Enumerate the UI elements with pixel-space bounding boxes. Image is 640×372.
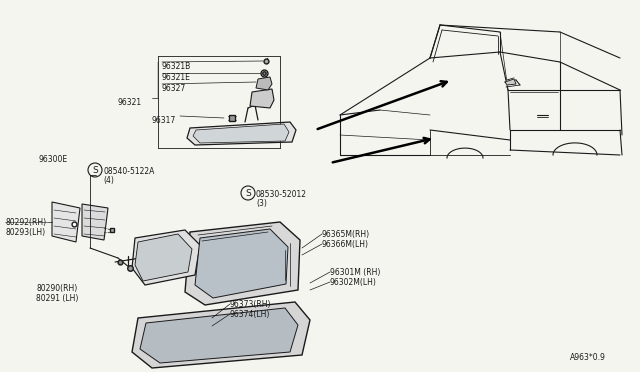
Polygon shape bbox=[193, 124, 289, 143]
Polygon shape bbox=[185, 222, 300, 305]
Polygon shape bbox=[135, 234, 192, 281]
Text: 96374(LH): 96374(LH) bbox=[230, 310, 270, 319]
Text: 96321E: 96321E bbox=[162, 73, 191, 82]
Text: 80292(RH): 80292(RH) bbox=[5, 218, 46, 227]
Polygon shape bbox=[187, 122, 296, 145]
Text: 96366M(LH): 96366M(LH) bbox=[322, 240, 369, 249]
Text: 96365M(RH): 96365M(RH) bbox=[322, 230, 370, 239]
Text: (4): (4) bbox=[103, 176, 114, 185]
Text: 96301M (RH): 96301M (RH) bbox=[330, 268, 380, 277]
Polygon shape bbox=[132, 230, 200, 285]
Text: 96317: 96317 bbox=[152, 116, 176, 125]
Text: S: S bbox=[92, 166, 98, 174]
Text: (3): (3) bbox=[256, 199, 267, 208]
Text: 08530-52012: 08530-52012 bbox=[256, 190, 307, 199]
Text: 80291 (LH): 80291 (LH) bbox=[36, 294, 78, 303]
Polygon shape bbox=[52, 202, 80, 242]
Polygon shape bbox=[82, 204, 108, 240]
Polygon shape bbox=[250, 89, 274, 108]
Text: A963*0.9: A963*0.9 bbox=[570, 353, 606, 362]
Text: 96321B: 96321B bbox=[162, 62, 191, 71]
Text: 96373(RH): 96373(RH) bbox=[230, 300, 271, 309]
Polygon shape bbox=[505, 79, 516, 85]
Polygon shape bbox=[195, 229, 288, 298]
Text: 96327: 96327 bbox=[162, 84, 186, 93]
Text: 96302M(LH): 96302M(LH) bbox=[330, 278, 377, 287]
Polygon shape bbox=[256, 77, 272, 90]
Text: 80290(RH): 80290(RH) bbox=[36, 284, 77, 293]
Text: S: S bbox=[245, 189, 251, 198]
Text: 08540-5122A: 08540-5122A bbox=[103, 167, 154, 176]
Text: 80293(LH): 80293(LH) bbox=[5, 228, 45, 237]
Text: 96300E: 96300E bbox=[38, 155, 67, 164]
Polygon shape bbox=[140, 308, 298, 363]
Polygon shape bbox=[132, 302, 310, 368]
Text: 96321: 96321 bbox=[117, 98, 141, 107]
